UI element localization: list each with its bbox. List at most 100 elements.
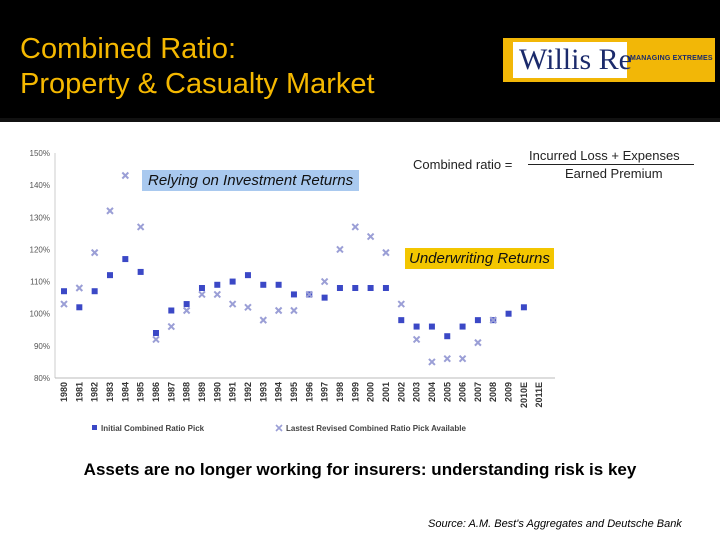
x-tick-label: 1990 xyxy=(212,382,222,402)
initial-pick-point xyxy=(76,304,83,311)
revised-pick-point xyxy=(228,300,237,308)
initial-pick-point xyxy=(321,294,328,301)
title-line-1: Combined Ratio: xyxy=(20,33,236,65)
x-tick-label: 1984 xyxy=(120,382,130,402)
x-tick-label: 1982 xyxy=(90,382,100,402)
initial-pick-point xyxy=(198,285,205,291)
x-tick-label: 1992 xyxy=(243,382,253,402)
legend-x-marker xyxy=(275,424,283,432)
initial-pick-point xyxy=(106,272,113,279)
x-tick-label: 1991 xyxy=(228,382,238,402)
revised-pick-point xyxy=(106,207,114,215)
revised-pick-point xyxy=(366,232,375,241)
x-tick-label: 1986 xyxy=(151,382,161,402)
revised-pick-point xyxy=(198,290,206,299)
underwriting-returns-label: Underwriting Returns xyxy=(405,248,554,269)
x-tick-label: 2010E xyxy=(519,382,529,408)
legend-label-initial: Initial Combined Ratio Pick xyxy=(101,424,205,433)
initial-pick-point xyxy=(413,323,420,330)
investment-returns-label: Relying on Investment Returns xyxy=(142,170,360,191)
initial-pick-point xyxy=(61,288,67,295)
x-tick-label: 1989 xyxy=(197,382,207,402)
revised-pick-point xyxy=(305,290,313,299)
initial-pick-point xyxy=(214,281,221,288)
initial-pick-point xyxy=(444,333,451,340)
initial-pick-point xyxy=(428,323,435,330)
x-tick-label: 1993 xyxy=(258,382,268,402)
initial-pick-point xyxy=(152,330,159,336)
initial-pick-point xyxy=(244,272,251,279)
initial-pick-point xyxy=(352,285,359,291)
x-tick-label: 1998 xyxy=(335,382,345,402)
initial-pick-point xyxy=(183,301,190,308)
logo-wordmark-box: Willis Re xyxy=(513,42,632,78)
x-tick-label: 2009 xyxy=(504,382,514,402)
y-tick-label: 90% xyxy=(34,342,50,351)
revised-pick-point xyxy=(443,355,451,363)
willis-re-logo: Willis Re MANAGING EXTREMES xyxy=(503,38,715,82)
y-axis: 80% 90% 100% 110% 120% 130% 140% 150% xyxy=(30,149,56,383)
y-tick-label: 80% xyxy=(34,374,50,383)
initial-pick-point xyxy=(520,304,527,311)
y-tick-label: 110% xyxy=(30,278,50,287)
revised-pick-point xyxy=(489,316,497,324)
y-tick-label: 100% xyxy=(30,310,50,319)
revised-pick-point xyxy=(259,316,267,324)
header-bar: Combined Ratio: Property & Casualty Mark… xyxy=(0,0,720,118)
revised-pick-point xyxy=(474,338,482,347)
revised-pick-point xyxy=(244,303,252,311)
revised-pick-point xyxy=(320,277,329,286)
revised-pick-point xyxy=(60,300,68,308)
initial-pick-point xyxy=(260,281,267,288)
initial-pick-point xyxy=(505,310,512,317)
x-tick-label: 1999 xyxy=(350,382,360,402)
data-marks xyxy=(60,171,527,366)
y-tick-label: 150% xyxy=(30,149,50,158)
x-axis: 1980 1981 1982 1983 1984 1985 1986 1987 1988 1989… xyxy=(55,377,555,408)
combined-ratio-chart: 80% 90% 100% 110% 120% 130% 140% 150% 1980 1981 1… xyxy=(30,149,555,433)
revised-pick-point xyxy=(121,171,130,180)
x-tick-label: 2008 xyxy=(488,382,498,402)
formula-numerator: Incurred Loss + Expenses xyxy=(529,148,680,163)
revised-pick-point xyxy=(351,223,359,231)
revised-pick-point xyxy=(167,322,176,331)
logo-tagline: MANAGING EXTREMES xyxy=(630,55,713,62)
revised-pick-point xyxy=(136,223,145,231)
y-tick-label: 130% xyxy=(30,213,50,222)
source-note: Source: A.M. Best's Aggregates and Deuts… xyxy=(428,518,682,530)
title-line-2: Property & Casualty Market xyxy=(20,68,375,100)
x-tick-label: 2005 xyxy=(442,382,452,402)
initial-pick-point xyxy=(336,285,343,291)
x-tick-label: 1981 xyxy=(74,382,84,402)
revised-pick-point xyxy=(290,306,298,315)
initial-pick-point xyxy=(229,278,236,285)
legend-label-revised: Lastest Revised Combined Ratio Pick Avai… xyxy=(286,424,466,433)
revised-pick-point xyxy=(458,355,467,363)
x-tick-label: 1983 xyxy=(105,382,115,402)
x-tick-label: 2011E xyxy=(534,382,544,408)
formula-fraction-bar xyxy=(528,164,694,165)
formula-lhs: Combined ratio = xyxy=(413,157,513,172)
legend-square-marker xyxy=(92,425,97,430)
revised-pick-point xyxy=(382,248,390,257)
initial-pick-point xyxy=(290,291,297,298)
x-tick-label: 2001 xyxy=(381,382,391,402)
initial-pick-point xyxy=(398,317,405,324)
initial-pick-point xyxy=(474,317,481,324)
formula-denominator: Earned Premium xyxy=(565,166,663,181)
initial-pick-point xyxy=(122,256,129,263)
initial-pick-point xyxy=(382,285,389,291)
x-tick-label: 2007 xyxy=(473,382,483,402)
revised-pick-point xyxy=(274,306,283,315)
revised-pick-point xyxy=(90,248,99,257)
revised-pick-point xyxy=(75,284,84,292)
y-tick-label: 140% xyxy=(30,181,50,190)
revised-pick-point xyxy=(412,335,421,344)
x-tick-label: 1995 xyxy=(289,382,299,402)
initial-pick-point xyxy=(367,285,374,291)
x-tick-label: 2002 xyxy=(396,382,406,402)
y-tick-label: 120% xyxy=(30,245,50,254)
x-tick-label: 1996 xyxy=(304,382,314,402)
slide-title: Combined Ratio: Property & Casualty Mark… xyxy=(20,32,375,102)
x-tick-label: 1980 xyxy=(59,382,69,402)
